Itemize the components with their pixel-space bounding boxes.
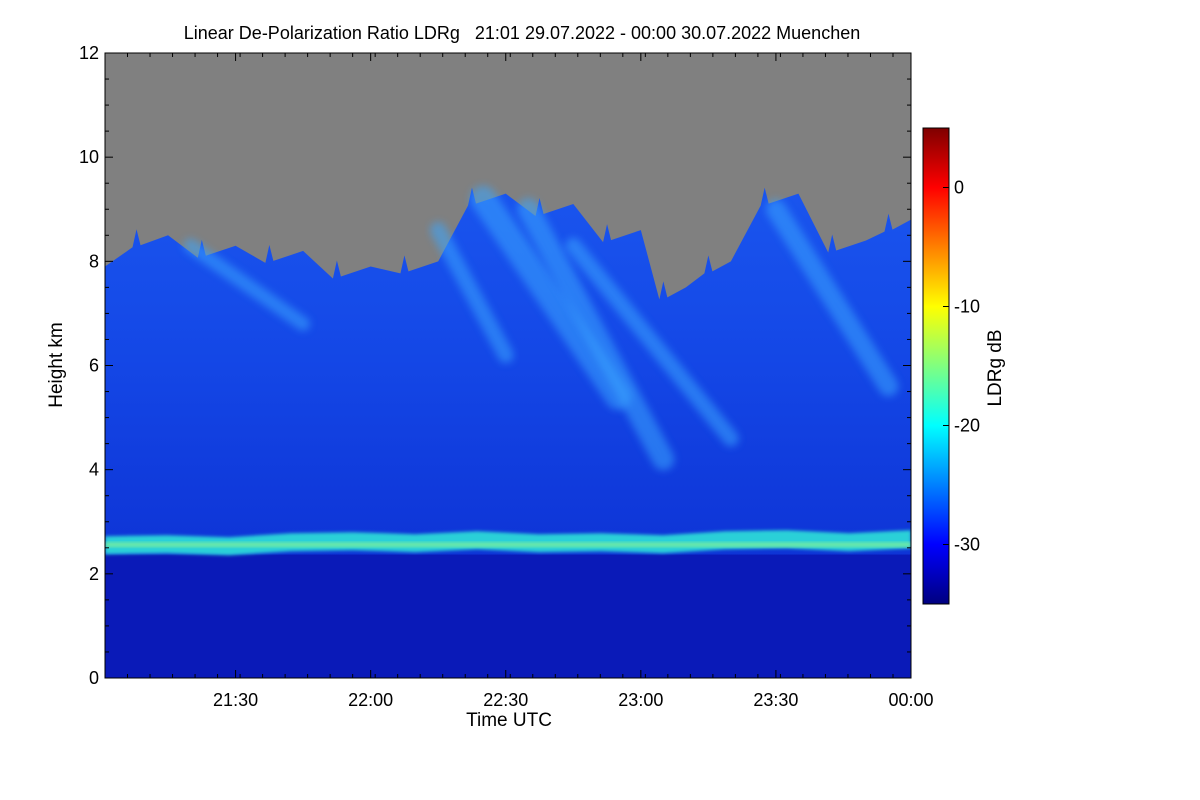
y-tick-label: 6	[89, 356, 99, 376]
fall-streak	[470, 185, 632, 410]
colorbar-label: LDRg dB	[985, 329, 1006, 406]
x-axis: 21:30 22:00 22:30 23:00 23:30 00:00	[127, 53, 934, 710]
chart-title: Linear De-Polarization Ratio LDRg 21:01 …	[184, 23, 860, 43]
y-axis-label: Height km	[46, 322, 67, 408]
fall-streak	[517, 198, 675, 471]
y-axis: 0 2 4 6 8 10 12	[79, 43, 911, 688]
y-tick-label: 2	[89, 564, 99, 584]
bright-layer-core	[105, 542, 911, 548]
colorbar-tick-label: -10	[954, 297, 980, 317]
x-tick-label: 23:30	[753, 690, 798, 710]
y-tick-label: 4	[89, 460, 99, 480]
colorbar-tick-label: 0	[954, 178, 964, 198]
x-tick-label: 22:00	[348, 690, 393, 710]
y-tick-label: 10	[79, 147, 99, 167]
fall-streak	[183, 238, 311, 331]
boundary-layer	[105, 554, 911, 678]
x-tick-label: 00:00	[888, 690, 933, 710]
fall-streak	[565, 237, 739, 447]
fall-streak	[430, 222, 514, 364]
colorbar-tick-label: -20	[954, 416, 980, 436]
y-tick-label: 12	[79, 43, 99, 63]
colorbar-tick-label: -30	[954, 535, 980, 555]
x-tick-label: 22:30	[483, 690, 528, 710]
colorbar: 0 -10 -20 -30	[922, 127, 980, 605]
y-tick-label: 8	[89, 251, 99, 271]
x-axis-label: Time UTC	[466, 710, 552, 731]
fall-streak	[765, 199, 899, 397]
y-tick-label: 0	[89, 668, 99, 688]
x-tick-label: 21:30	[213, 690, 258, 710]
x-tick-label: 23:00	[618, 690, 663, 710]
plot-area	[105, 53, 911, 678]
colorbar-gradient	[922, 127, 950, 605]
